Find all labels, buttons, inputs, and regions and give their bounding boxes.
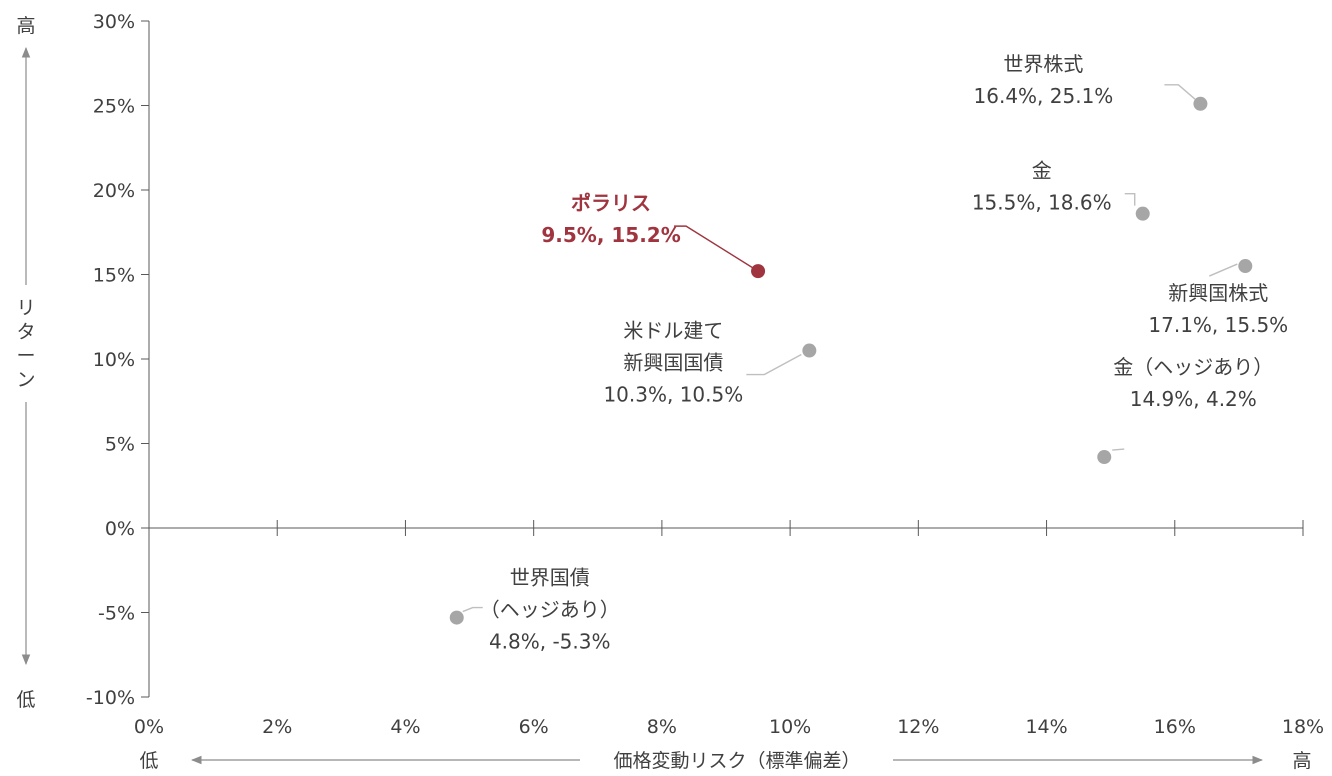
x-tick-label: 12% bbox=[897, 716, 939, 738]
x-tick-label: 14% bbox=[1025, 716, 1067, 738]
point-label: 世界国債 bbox=[510, 566, 590, 590]
x-tick-label: 10% bbox=[769, 716, 811, 738]
x-axis-title: 価格変動リスク（標準偏差） bbox=[613, 750, 860, 772]
data-point bbox=[449, 610, 464, 625]
point-value-label: 15.5%, 18.6% bbox=[972, 191, 1112, 215]
y-tick-label: 10% bbox=[93, 349, 135, 371]
leader-line bbox=[1112, 448, 1125, 451]
y-axis-title: リターン bbox=[16, 297, 35, 391]
data-point bbox=[1135, 206, 1150, 221]
x-tick-label: 4% bbox=[390, 716, 420, 738]
x-tick-label: 16% bbox=[1154, 716, 1196, 738]
x-tick-label: 0% bbox=[134, 716, 164, 738]
x-tick-label: 8% bbox=[647, 716, 677, 738]
y-tick-label: 0% bbox=[105, 518, 135, 540]
highlight-data-point bbox=[751, 264, 766, 279]
point-label: 米ドル建て bbox=[623, 319, 723, 343]
point-value-label: 9.5%, 15.2% bbox=[541, 223, 680, 247]
point-label: 金 bbox=[1032, 159, 1052, 183]
x-low-label: 低 bbox=[139, 750, 158, 772]
y-low-label: 低 bbox=[16, 689, 35, 711]
point-value-label: 16.4%, 25.1% bbox=[974, 84, 1114, 108]
y-tick-label: -10% bbox=[86, 687, 135, 709]
y-tick-label: 15% bbox=[93, 265, 135, 287]
leader-line bbox=[462, 606, 483, 613]
point-value-label: 10.3%, 10.5% bbox=[603, 383, 743, 407]
y-tick-label: 20% bbox=[93, 180, 135, 202]
y-tick-label: 5% bbox=[105, 434, 135, 456]
point-label: 金（ヘッジあり） bbox=[1113, 355, 1273, 379]
leader-line bbox=[1209, 263, 1238, 277]
point-value-label: 14.9%, 4.2% bbox=[1130, 387, 1257, 411]
data-point bbox=[1097, 450, 1112, 465]
x-tick-label: 6% bbox=[519, 716, 549, 738]
leader-line bbox=[674, 225, 759, 272]
x-tick-label: 18% bbox=[1282, 716, 1324, 738]
point-label: ポラリス bbox=[571, 191, 651, 215]
leader-line bbox=[746, 353, 802, 376]
point-value-label: 17.1%, 15.5% bbox=[1148, 313, 1288, 337]
point-label: （ヘッジあり） bbox=[480, 598, 620, 622]
data-point bbox=[802, 343, 817, 358]
data-point bbox=[1238, 259, 1253, 274]
point-value-label: 4.8%, -5.3% bbox=[489, 630, 611, 654]
y-tick-label: 25% bbox=[93, 96, 135, 118]
leader-line bbox=[1124, 192, 1136, 206]
point-label: 新興国国債 bbox=[623, 351, 723, 375]
x-high-label: 高 bbox=[1292, 750, 1311, 772]
y-tick-label: -5% bbox=[98, 603, 135, 625]
y-tick-label: 30% bbox=[93, 11, 135, 33]
point-label: 世界株式 bbox=[1003, 52, 1083, 76]
point-label: 新興国株式 bbox=[1168, 281, 1268, 305]
data-point bbox=[1193, 96, 1208, 111]
x-tick-label: 2% bbox=[262, 716, 292, 738]
leader-line bbox=[1164, 84, 1201, 105]
y-high-label: 高 bbox=[16, 15, 35, 37]
